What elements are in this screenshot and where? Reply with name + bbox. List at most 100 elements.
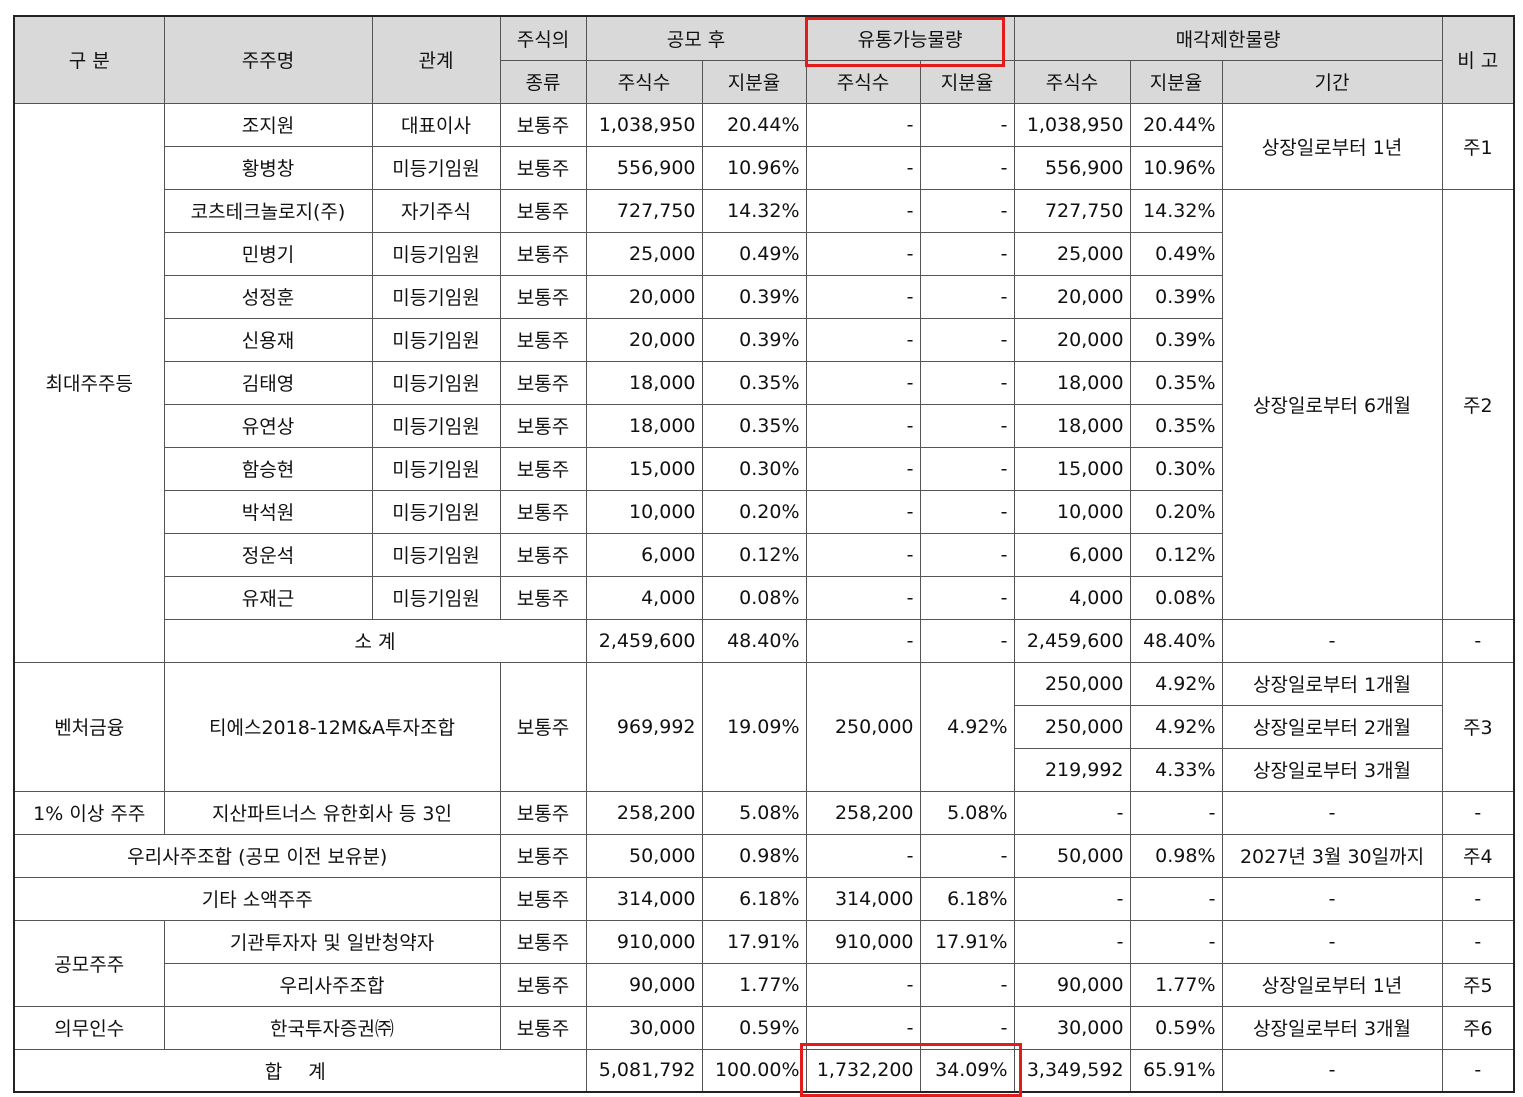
stock-type: 보통주 [499, 102, 587, 147]
tradable-ratio-cell: - [919, 1005, 1015, 1050]
header-restricted-ratio: 지분율 [1129, 59, 1223, 104]
table-row: 공모주주 기관투자자 및 일반청약자 보통주 910,000 17.91% 910,000… [13, 919, 1515, 1007]
restricted-ratio-cell: 65.91% [1129, 1048, 1223, 1093]
tradable-shares-cell: - [805, 618, 921, 663]
restricted-ratio-cell: 4.92% [1129, 704, 1223, 749]
header-restricted-shares: 주식수 [1013, 59, 1131, 104]
restricted-shares-cell: - [1013, 876, 1131, 921]
tradable-shares-cell: - [805, 446, 921, 491]
tradable-shares-cell: 258,200 [805, 790, 921, 835]
header-restricted: 매각제한물량 [1013, 15, 1443, 61]
period-cell: 상장일로부터 1개월 [1221, 661, 1443, 706]
ratio-cell: 0.20% [701, 489, 807, 534]
table-row: 1% 이상 주주 지산파트너스 유한회사 등 3인 보통주 258,200 5.08% 2… [13, 790, 1515, 835]
holder-name: 함승현 [163, 446, 373, 491]
ratio-cell: 0.39% [701, 274, 807, 319]
restricted-shares-cell: - [1013, 919, 1131, 964]
note-cell: 주1 [1441, 102, 1515, 190]
table-row: 우리사주조합 보통주 90,000 1.77% - -90,000 1.77% 상장일로부터 … [14, 962, 1515, 1007]
header-tradable-ratio: 지분율 [919, 59, 1015, 104]
restricted-ratio-cell: 10.96% [1129, 145, 1223, 190]
restricted-ratio-cell: 0.98% [1129, 833, 1223, 878]
holder-name: 민병기 [163, 231, 373, 276]
restricted-shares-cell: 250,000 [1013, 704, 1131, 749]
holder-name: 황병창 [163, 145, 373, 190]
lockup-table-container: 구 분 주주명 관계 주식의 공모 후 유통가능물량 매각제한물량 비 고 종류… [13, 15, 1516, 1097]
tradable-shares-cell: - [805, 145, 921, 190]
note-cell: 주6 [1441, 1005, 1515, 1050]
ratio-cell: 10.96% [701, 145, 807, 190]
restricted-shares-cell: 10,000 [1013, 489, 1131, 534]
category-ipo: 공모주주 [13, 919, 165, 1007]
table-row: 219,992 4.33% 상장일로부터 3개월 [14, 747, 1514, 792]
esop-pre-label: 우리사주조합 (공모 이전 보유분) [13, 833, 501, 878]
ratio-cell: 0.30% [701, 446, 807, 491]
stock-type: 보통주 [499, 833, 587, 878]
stock-type: 보통주 [499, 532, 587, 577]
holder-name: 성정훈 [163, 274, 373, 319]
table-row: 민병기 미등기임원 보통주 25,000 0.49% - -25,000 0.49% [14, 231, 1514, 276]
holder-relation: 미등기임원 [371, 231, 501, 276]
table-row: 우리사주조합 (공모 이전 보유분) 보통주 50,000 0.98% - -50,000… [13, 833, 1515, 878]
holder-name: 우리사주조합 [163, 962, 501, 1007]
holder-name: 지산파트너스 유한회사 등 3인 [163, 790, 501, 835]
tradable-shares-cell: - [805, 274, 921, 319]
ratio-cell: 17.91% [701, 919, 807, 964]
header-ratio: 지분율 [701, 59, 807, 104]
restricted-shares-cell: 25,000 [1013, 231, 1131, 276]
header-after-ipo: 공모 후 [585, 15, 807, 61]
restricted-ratio-cell: 20.44% [1129, 102, 1223, 147]
stock-type: 보통주 [499, 575, 587, 620]
ratio-cell: 14.32% [701, 188, 807, 233]
tradable-ratio-cell: - [919, 360, 1015, 405]
holder-name: 신용재 [163, 317, 373, 362]
shares-cell: 1,038,950 [585, 102, 703, 147]
tradable-shares-cell: - [805, 962, 921, 1007]
shares-cell: 18,000 [585, 360, 703, 405]
stock-type: 보통주 [499, 145, 587, 190]
holder-name: 코츠테크놀로지(주) [163, 188, 373, 233]
holder-relation: 미등기임원 [371, 489, 501, 534]
note-cell: - [1441, 1048, 1515, 1093]
table-row: 박석원 미등기임원 보통주 10,000 0.20% - -10,000 0.20% [14, 489, 1514, 534]
tradable-shares-cell: - [805, 360, 921, 405]
shares-cell: 314,000 [585, 876, 703, 921]
note-cell: 주2 [1441, 188, 1515, 620]
tradable-ratio-cell: - [919, 188, 1015, 233]
table-row: 벤처금융 티에스2018-12M&A투자조합 보통주 969,992 19.09% 250… [13, 661, 1515, 792]
restricted-shares-cell: 20,000 [1013, 317, 1131, 362]
restricted-ratio-cell: - [1129, 790, 1223, 835]
holder-relation: 대표이사 [371, 102, 501, 147]
note-cell: - [1441, 919, 1515, 964]
restricted-ratio-cell: - [1129, 876, 1223, 921]
restricted-ratio-cell: - [1129, 919, 1223, 964]
shares-cell: 50,000 [585, 833, 703, 878]
category-venture: 벤처금융 [13, 661, 165, 792]
tradable-shares-cell: 314,000 [805, 876, 921, 921]
tradable-ratio-cell: - [919, 231, 1015, 276]
shares-cell: 20,000 [585, 274, 703, 319]
restricted-ratio-cell: 14.32% [1129, 188, 1223, 233]
stock-type: 보통주 [499, 446, 587, 491]
table-row: 코츠테크놀로지(주) 자기주식 보통주 727,750 14.32% - -727,750 1… [14, 188, 1515, 620]
shares-cell: 6,000 [585, 532, 703, 577]
restricted-shares-cell: 250,000 [1013, 661, 1131, 706]
shares-cell: 10,000 [585, 489, 703, 534]
table-row: 황병창 미등기임원 보통주 556,900 10.96% - -556,900 10.96% [14, 145, 1514, 190]
note-cell: - [1441, 790, 1515, 835]
shares-cell: 727,750 [585, 188, 703, 233]
stock-type: 보통주 [499, 489, 587, 534]
header-period: 기간 [1221, 59, 1443, 104]
ratio-cell: 6.18% [701, 876, 807, 921]
tradable-ratio-cell: 17.91% [919, 919, 1015, 964]
tradable-ratio-cell: 6.18% [919, 876, 1015, 921]
tradable-ratio-cell: - [919, 274, 1015, 319]
header-shares: 주식수 [585, 59, 703, 104]
restricted-shares-cell: 15,000 [1013, 446, 1131, 491]
period-cell: 상장일로부터 2개월 [1221, 704, 1443, 749]
stock-type: 보통주 [499, 1005, 587, 1050]
table-row: 유재근 미등기임원 보통주 4,000 0.08% - -4,000 0.08% [14, 575, 1514, 620]
holder-relation: 미등기임원 [371, 446, 501, 491]
restricted-ratio-cell: 4.33% [1129, 747, 1223, 792]
restricted-shares-cell: 6,000 [1013, 532, 1131, 577]
